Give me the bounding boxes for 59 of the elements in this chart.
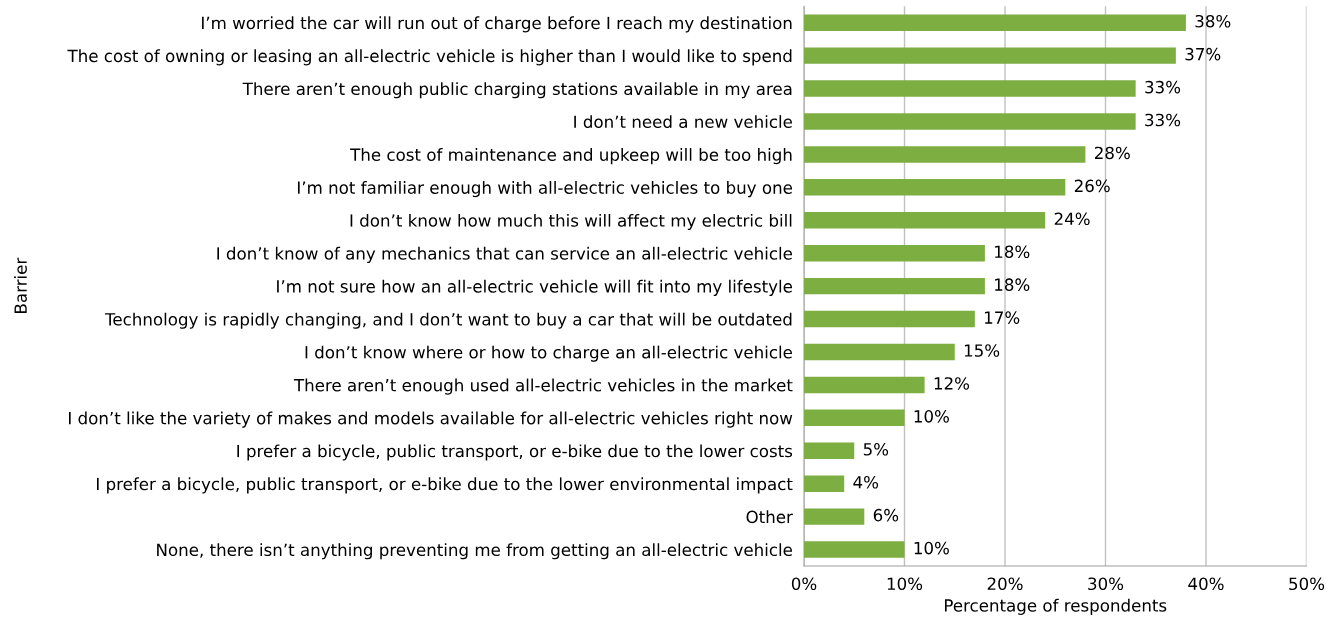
- y-tick-label: There aren’t enough used all-electric vehicles in the market: [293, 378, 793, 395]
- x-tick-label: 20%: [987, 577, 1023, 591]
- x-tick-label: 30%: [1088, 577, 1124, 591]
- x-tick-label: 10%: [887, 577, 923, 591]
- bar: [804, 343, 955, 361]
- x-axis-title: Percentage of respondents: [945, 598, 1167, 615]
- y-tick-label: I don’t need a new vehicle: [574, 115, 792, 129]
- bar: [804, 146, 1086, 163]
- y-tick-label: I don’t know how much this will affect my electric bill: [350, 213, 792, 231]
- bar: [804, 212, 1046, 229]
- bar: [804, 409, 905, 427]
- data-label: 4%: [853, 475, 879, 489]
- bar: [804, 277, 985, 295]
- x-tick-label: 40%: [1188, 577, 1224, 591]
- bar: [804, 442, 855, 459]
- data-label: 37%: [1185, 47, 1221, 61]
- data-label: 5%: [863, 443, 889, 456]
- data-label: 15%: [964, 344, 1000, 357]
- y-tick-label: There aren’t enough public charging stations available in my area: [242, 82, 792, 99]
- y-tick-label: None, there isn’t anything preventing me from getting an all-electric vehicle: [157, 543, 793, 560]
- y-tick-label: The cost of maintenance and upkeep will be too high: [350, 148, 792, 165]
- data-label: 12%: [934, 377, 970, 390]
- y-tick-label: I’m not sure how an all-electric vehicle will fit into my lifestyle: [277, 279, 793, 296]
- data-label: 18%: [995, 245, 1030, 259]
- bar: [804, 113, 1136, 130]
- bar: [804, 244, 985, 262]
- bar: [804, 376, 925, 394]
- y-tick-label: I’m worried the car will run out of charge before I reach my destination: [202, 16, 792, 33]
- y-tick-label: I’m not familiar enough with all-electric vehicles to buy one: [297, 181, 793, 198]
- y-tick-label: The cost of owning or leasing an all-electric vehicle is higher than I would like to spend: [67, 49, 792, 66]
- bar: [804, 508, 865, 525]
- y-tick-label: I prefer a bicycle, public transport, or e-bike due to the lower environmental impact: [97, 477, 793, 494]
- bar: [804, 80, 1136, 97]
- bar: [804, 14, 1186, 31]
- bar: [804, 179, 1066, 196]
- y-tick-label: I prefer a bicycle, public transport, or e-bike due to the lower costs: [237, 444, 793, 461]
- data-label: 24%: [1054, 212, 1090, 226]
- bar: [804, 541, 905, 558]
- data-label: 6%: [873, 508, 899, 522]
- data-label: 10%: [914, 410, 949, 423]
- bar: [804, 310, 975, 328]
- y-tick-label: Technology is rapidly changing, and I don’t want to buy a car that will be outdated: [104, 312, 792, 329]
- y-tick-label: I don’t know where or how to charge an all-electric vehicle: [305, 345, 793, 362]
- data-label: 38%: [1195, 14, 1231, 28]
- y-tick-label: I don’t know of any mechanics that can service an all-electric vehicle: [217, 246, 793, 263]
- data-label: 10%: [914, 541, 949, 555]
- data-label: 33%: [1145, 113, 1181, 127]
- data-label: 33%: [1145, 80, 1181, 94]
- bar: [804, 475, 845, 492]
- bar: [804, 47, 1176, 64]
- y-tick-label: Other: [746, 510, 793, 524]
- data-label: 17%: [985, 311, 1020, 324]
- data-label: 26%: [1074, 179, 1110, 193]
- x-tick-label: 50%: [1289, 577, 1325, 591]
- x-tick-label: 0%: [791, 577, 817, 591]
- data-label: 28%: [1094, 146, 1130, 160]
- y-tick-label: I don’t like the variety of makes and models available for all-electric vehicles right now: [69, 411, 793, 428]
- data-label: 18%: [995, 278, 1030, 291]
- y-axis-title: Barrier: [14, 257, 27, 313]
